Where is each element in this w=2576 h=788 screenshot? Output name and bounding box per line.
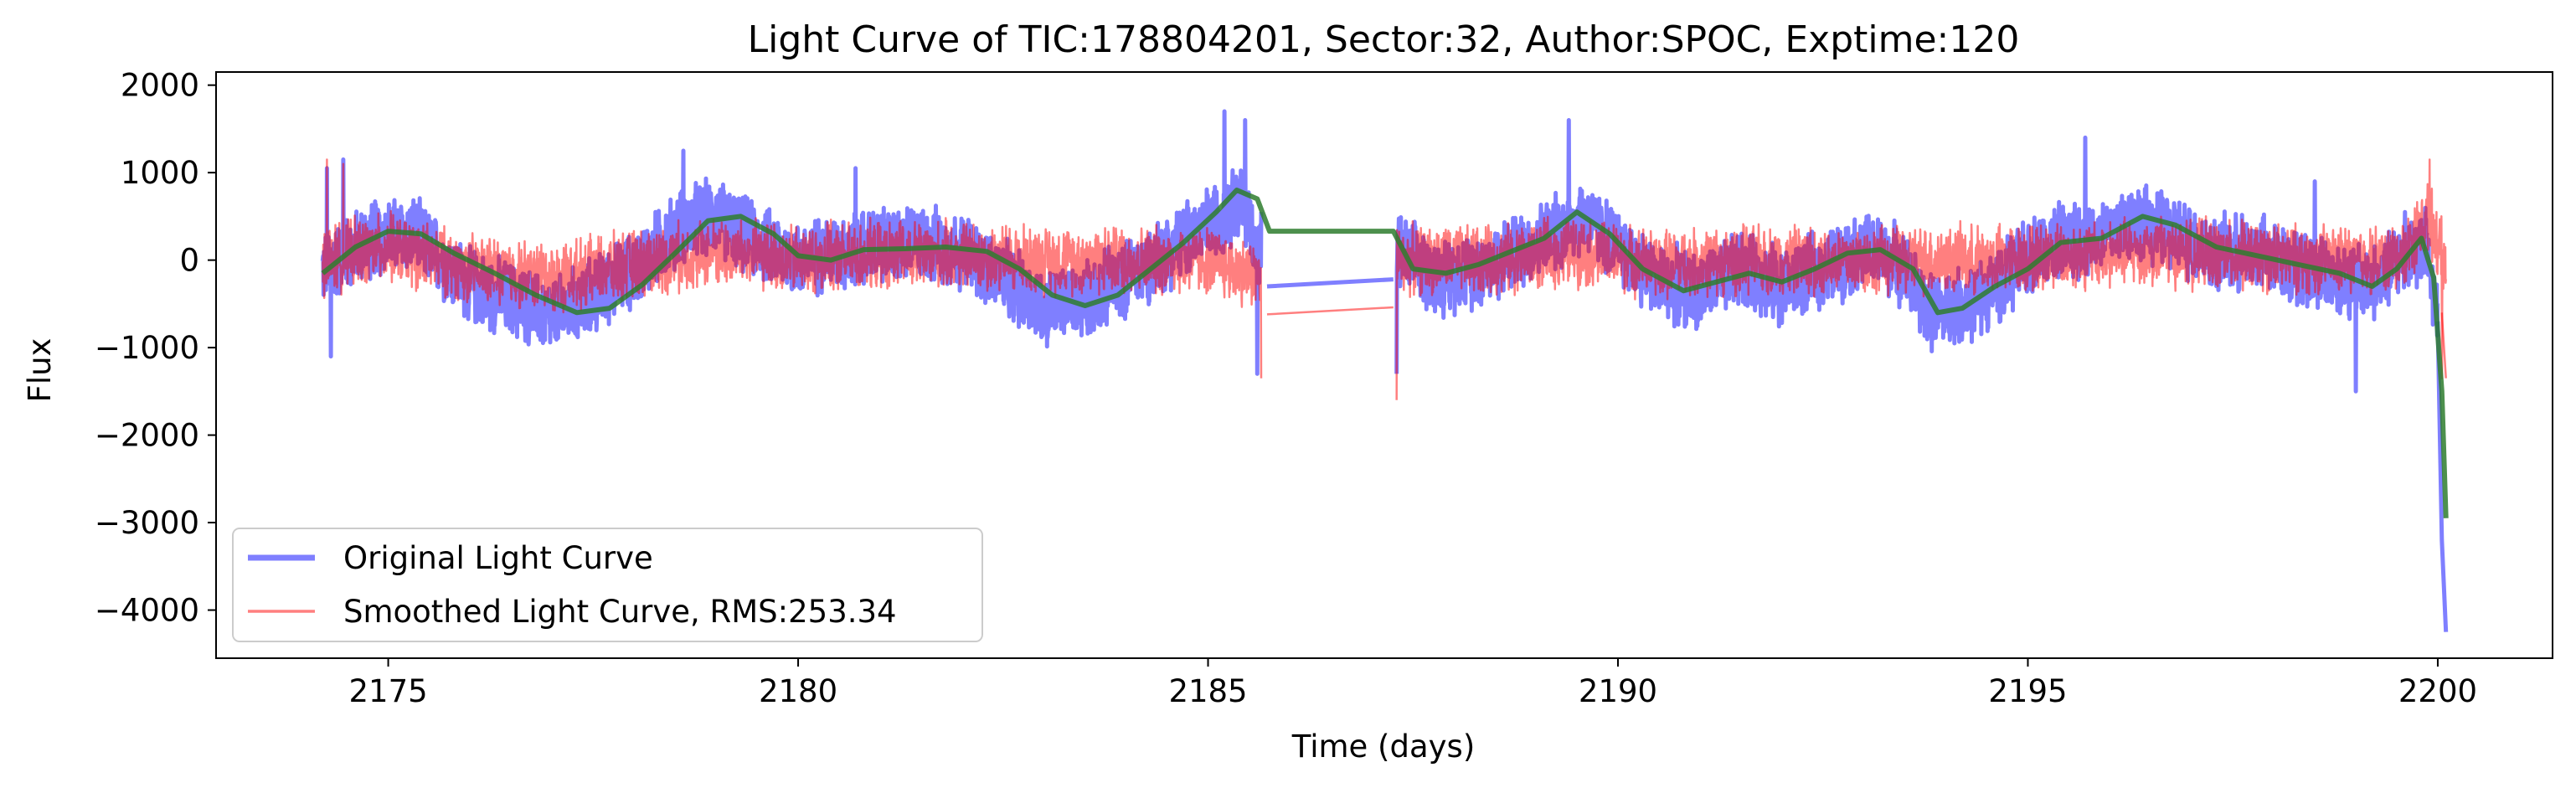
series-layer — [320, 109, 2449, 632]
x-axis-label: Time (days) — [1291, 729, 1476, 765]
chart-title: Light Curve of TIC:178804201, Sector:32,… — [748, 18, 2020, 61]
plot-frame — [215, 71, 2553, 659]
series-smoothed-gap — [1266, 306, 1394, 316]
series-smoothed-segment-1 — [322, 158, 1263, 379]
series-trend — [321, 188, 2449, 518]
legend-label-original: Original Light Curve — [343, 540, 653, 576]
series-smoothed-tail — [2440, 312, 2447, 379]
x-tick-label: 2175 — [348, 673, 427, 709]
y-tick-label: −3000 — [95, 505, 199, 541]
series-original-tail — [2435, 321, 2449, 632]
series-smoothed-segment-2 — [1395, 158, 2447, 400]
x-tick-label: 2185 — [1168, 673, 1247, 709]
legend-box — [232, 528, 983, 642]
x-tick-label: 2195 — [1988, 673, 2067, 709]
x-axis: 2175 2180 2185 2190 2195 2200 — [348, 658, 2477, 709]
y-tick-label: −1000 — [95, 330, 199, 366]
legend: Original Light Curve Smoothed Light Curv… — [232, 528, 983, 642]
series-original-gap — [1266, 277, 1394, 289]
y-tick-label: −4000 — [95, 593, 199, 629]
x-tick-label: 2180 — [759, 673, 837, 709]
y-tick-label: −2000 — [95, 418, 199, 454]
y-tick-label: 0 — [179, 243, 199, 279]
legend-label-smoothed: Smoothed Light Curve, RMS:253.34 — [343, 594, 897, 630]
y-axis-label: Flux — [22, 338, 58, 403]
y-axis: 2000 1000 0 −1000 −2000 −3000 −4000 — [95, 68, 216, 629]
y-tick-label: 2000 — [121, 68, 199, 104]
y-tick-label: 1000 — [121, 155, 199, 191]
x-tick-label: 2200 — [2398, 673, 2477, 709]
x-tick-label: 2190 — [1579, 673, 1657, 709]
